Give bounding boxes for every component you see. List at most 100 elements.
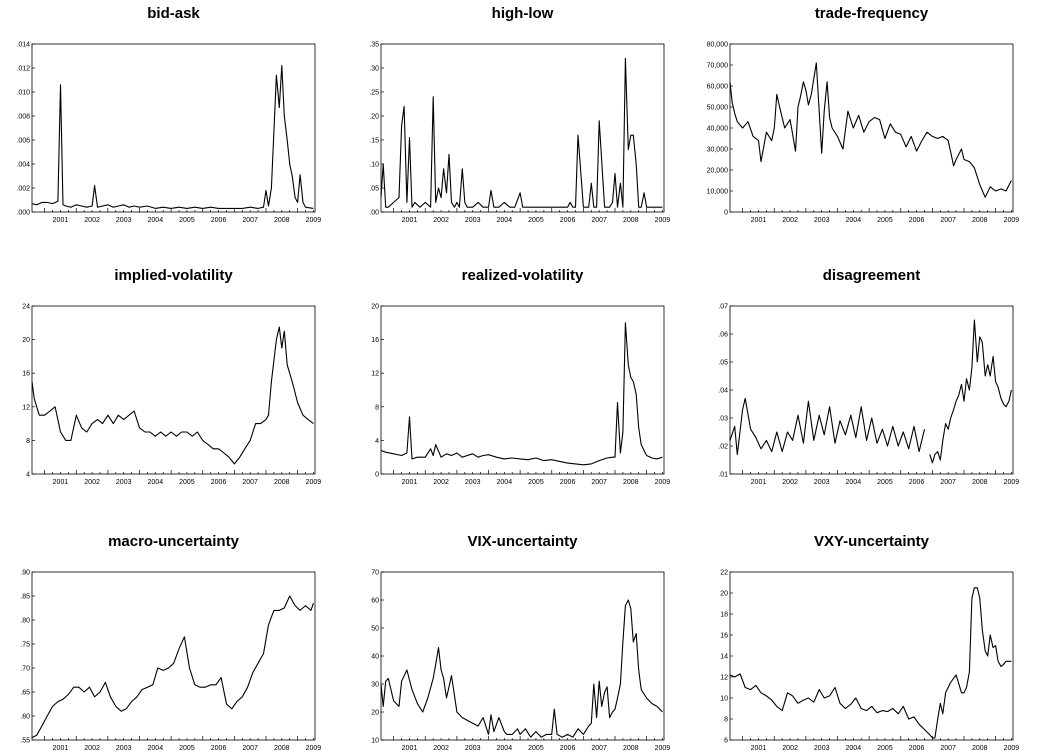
y-tick-label: .55: [20, 738, 30, 745]
x-tick-label: 2007: [242, 745, 258, 752]
plot-frame: [729, 571, 1014, 741]
chart-title: implied-volatility: [114, 267, 233, 284]
y-tick-label: 18: [720, 612, 728, 619]
y-tick-label: .70: [20, 666, 30, 673]
y-tick-label: .00: [369, 210, 379, 217]
y-tick-label: 24: [22, 304, 30, 311]
x-tick-label: 2007: [591, 745, 607, 752]
x-tick-label: 2006: [909, 745, 925, 752]
x-tick-label: 2007: [940, 479, 956, 486]
y-tick-label: .80: [20, 618, 30, 625]
x-tick-label: 2004: [497, 217, 513, 224]
y-tick-label: 16: [371, 337, 379, 344]
x-tick-label: 2006: [560, 745, 576, 752]
x-tick-label: 2008: [623, 745, 639, 752]
y-tick-label: .02: [718, 444, 728, 451]
x-tick-label: 2009: [306, 479, 322, 486]
y-tick-label: 16: [22, 371, 30, 378]
panel-4: realized-volatility 0 4 8 12 16 20 2001 2002 2003…: [371, 267, 670, 486]
series-line: [31, 595, 314, 739]
x-tick-label: 2001: [402, 479, 418, 486]
y-tick-label: 4: [375, 438, 379, 445]
x-tick-label: 2006: [560, 479, 576, 486]
x-tick-label: 2005: [528, 479, 544, 486]
x-tick-label: 2002: [782, 745, 798, 752]
x-tick-label: 2006: [211, 217, 227, 224]
y-tick-label: 0: [375, 472, 379, 479]
x-tick-label: 2007: [242, 217, 258, 224]
series-line: [31, 326, 314, 465]
chart-title: VXY-uncertainty: [814, 533, 930, 550]
plot-frame: [380, 305, 665, 475]
x-tick-label: 2003: [116, 745, 132, 752]
x-tick-label: 2001: [751, 745, 767, 752]
x-tick-label: 2007: [940, 217, 956, 224]
x-tick-label: 2002: [84, 217, 100, 224]
chart-title: bid-ask: [147, 5, 200, 22]
y-tick-label: 60: [371, 598, 379, 605]
x-tick-label: 2004: [497, 745, 513, 752]
y-tick-label: .90: [20, 570, 30, 577]
y-tick-label: 30,000: [707, 147, 729, 154]
y-tick-label: .65: [20, 690, 30, 697]
x-tick-label: 2009: [1004, 479, 1020, 486]
chart-title: high-low: [492, 5, 554, 22]
x-tick-label: 2001: [53, 479, 69, 486]
y-tick-label: .20: [369, 114, 379, 121]
series-line: [31, 65, 314, 209]
x-tick-label: 2004: [148, 479, 164, 486]
y-tick-label: 8: [724, 717, 728, 724]
x-tick-label: 2006: [909, 479, 925, 486]
chart-title: disagreement: [823, 267, 921, 284]
x-tick-label: 2009: [655, 745, 671, 752]
plot-frame: [729, 43, 1014, 213]
y-tick-label: 70,000: [707, 63, 729, 70]
x-tick-label: 2008: [972, 745, 988, 752]
panel-6: macro-uncertainty .55 .60 .65 .70 .75 .80 .85 .9…: [20, 533, 321, 752]
y-tick-label: 50: [371, 626, 379, 633]
y-tick-label: 4: [26, 472, 30, 479]
x-tick-label: 2002: [782, 479, 798, 486]
y-tick-label: 20,000: [707, 168, 729, 175]
y-tick-label: 10,000: [707, 189, 729, 196]
x-tick-label: 2009: [306, 745, 322, 752]
y-tick-label: 8: [375, 404, 379, 411]
series-line: [729, 62, 1012, 198]
x-tick-label: 2005: [179, 217, 195, 224]
y-tick-label: .010: [16, 90, 30, 97]
x-tick-label: 2008: [623, 479, 639, 486]
y-tick-label: .25: [369, 90, 379, 97]
x-tick-label: 2005: [179, 745, 195, 752]
x-tick-label: 2006: [909, 217, 925, 224]
y-tick-label: 20: [371, 710, 379, 717]
panel-5: disagreement .01 .02 .03 .04 .05 .06 .07 2001 200…: [718, 267, 1019, 486]
x-tick-label: 2009: [1004, 745, 1020, 752]
x-tick-label: 2001: [402, 217, 418, 224]
x-tick-label: 2005: [877, 217, 893, 224]
x-tick-label: 2008: [972, 479, 988, 486]
chart-title: realized-volatility: [462, 267, 584, 284]
x-tick-label: 2009: [655, 217, 671, 224]
x-tick-label: 2004: [846, 745, 862, 752]
y-tick-label: .10: [369, 162, 379, 169]
x-tick-label: 2005: [179, 479, 195, 486]
x-tick-label: 2008: [274, 479, 290, 486]
x-tick-label: 2001: [751, 217, 767, 224]
y-tick-label: 12: [22, 404, 30, 411]
x-tick-label: 2001: [751, 479, 767, 486]
y-tick-label: 80,000: [707, 42, 729, 49]
x-tick-label: 2004: [148, 745, 164, 752]
y-tick-label: .03: [718, 416, 728, 423]
y-tick-label: .000: [16, 210, 30, 217]
y-tick-label: 10: [720, 696, 728, 703]
x-tick-label: 2009: [655, 479, 671, 486]
series-line: [380, 599, 663, 738]
x-tick-label: 2007: [242, 479, 258, 486]
series-line: [380, 322, 663, 466]
series-line: [380, 57, 663, 208]
series-line: [729, 587, 1012, 739]
y-tick-label: 40: [371, 654, 379, 661]
y-tick-label: 22: [720, 570, 728, 577]
x-tick-label: 2002: [84, 745, 100, 752]
